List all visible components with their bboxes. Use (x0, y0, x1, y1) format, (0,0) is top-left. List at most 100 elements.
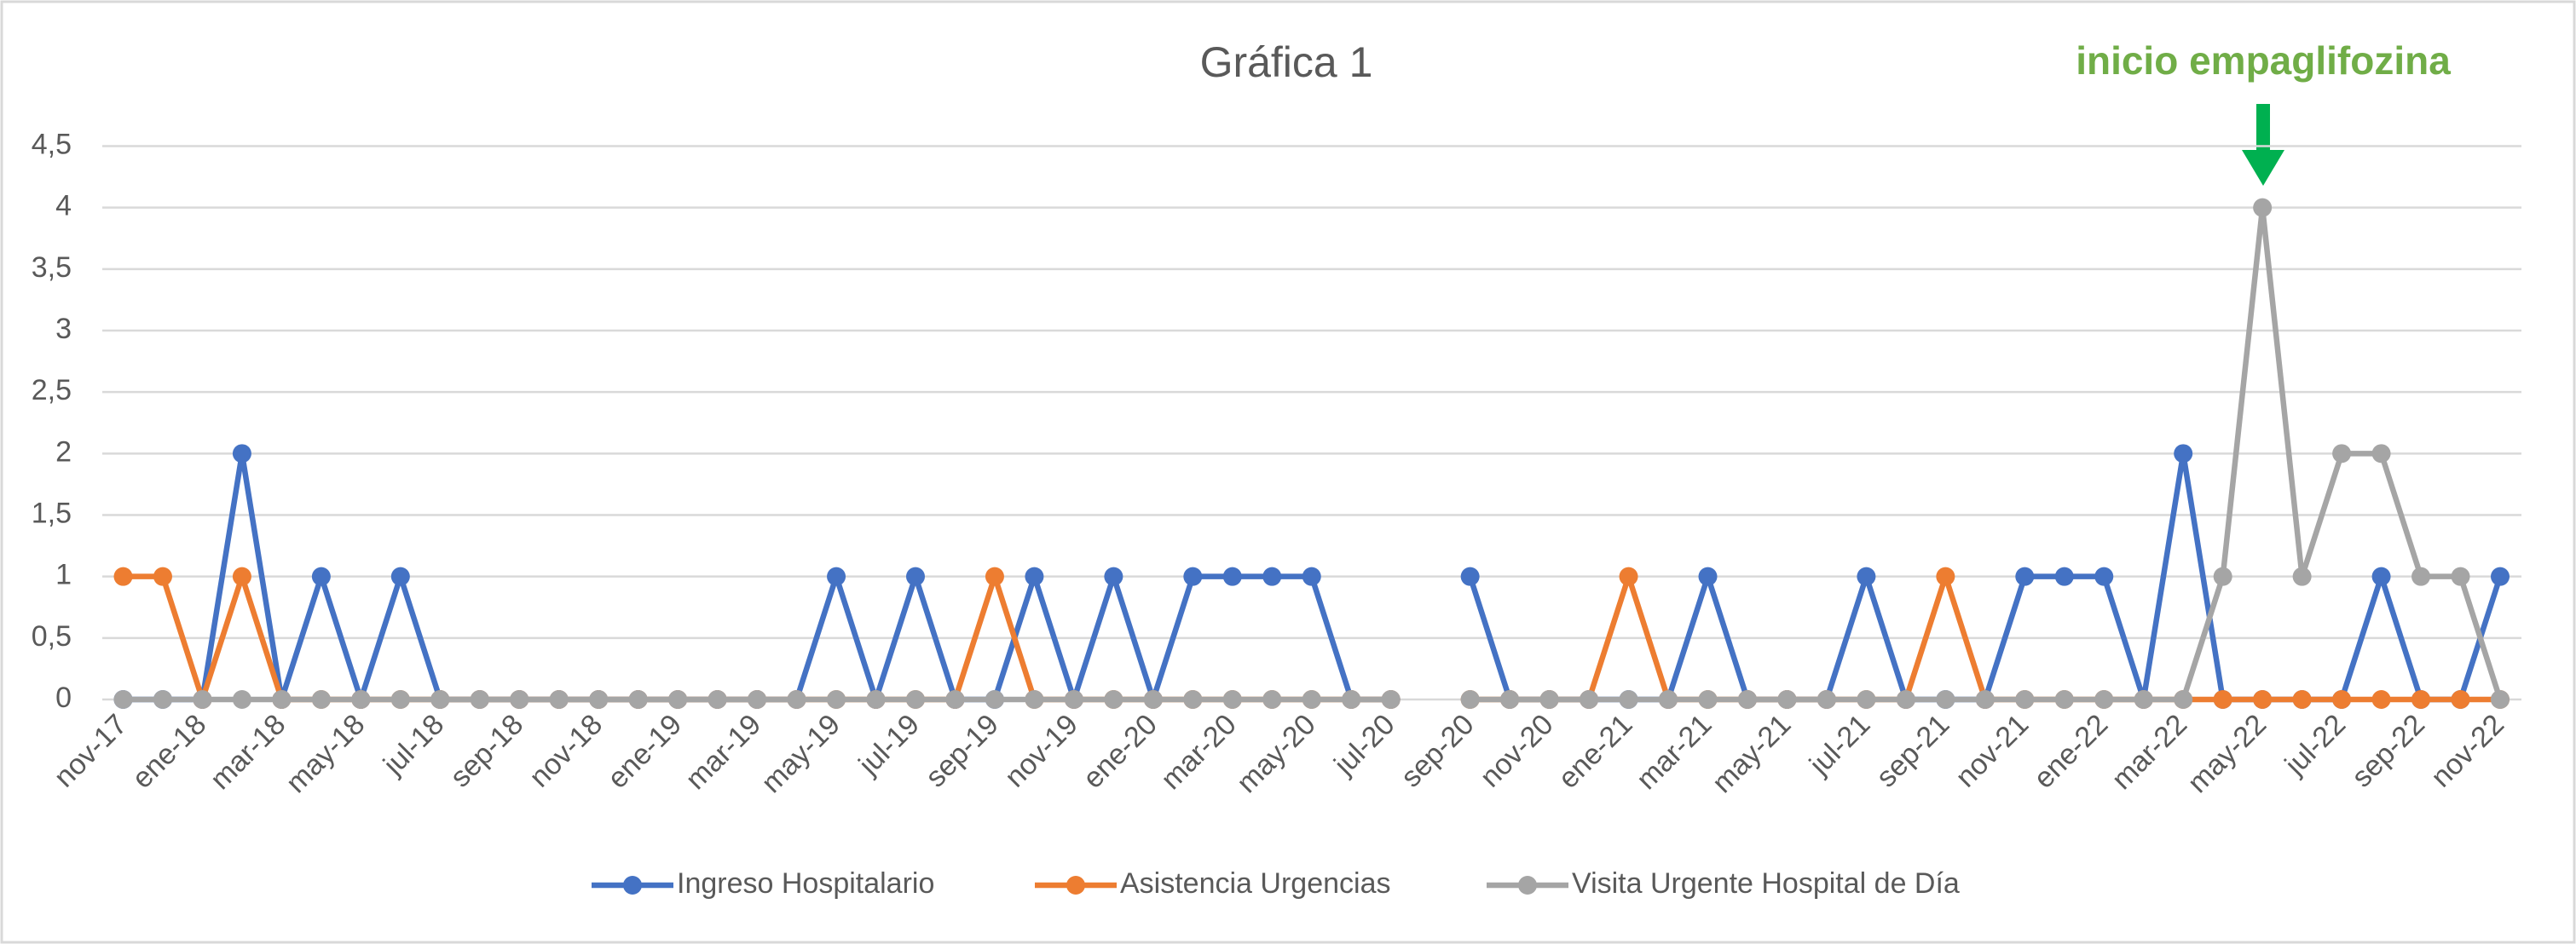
data-point (2054, 567, 2074, 586)
data-point (2094, 567, 2114, 586)
data-point (1104, 567, 1123, 586)
data-point (827, 690, 846, 709)
data-point (1936, 567, 1955, 586)
data-point (2292, 690, 2312, 709)
legend-swatch-marker (1066, 876, 1085, 895)
data-point (232, 690, 251, 709)
data-point (1975, 690, 1995, 709)
data-point (2371, 444, 2391, 463)
data-point (1104, 690, 1123, 709)
data-point (906, 690, 925, 709)
data-point (390, 567, 410, 586)
data-point (1025, 567, 1044, 586)
data-point (351, 690, 371, 709)
arrow-head (2242, 150, 2284, 186)
y-tick-label: 2 (55, 435, 72, 468)
data-point (2174, 444, 2193, 463)
data-point (2371, 690, 2391, 709)
legend-item: Ingreso Hospitalario (592, 867, 934, 900)
data-point (1222, 690, 1242, 709)
data-point (2174, 690, 2193, 709)
data-point (1262, 567, 1282, 586)
data-point (153, 690, 172, 709)
data-point (2451, 567, 2470, 586)
y-tick-label: 0,5 (32, 620, 72, 653)
data-point (1580, 690, 1599, 709)
data-point (2015, 690, 2035, 709)
data-point (1381, 690, 1401, 709)
legend-label: Ingreso Hospitalario (677, 867, 934, 900)
data-point (1816, 690, 1836, 709)
data-point (945, 690, 965, 709)
data-point (1698, 567, 1718, 586)
y-tick-label: 2,5 (32, 374, 72, 406)
data-point (430, 690, 450, 709)
data-point (1460, 690, 1480, 709)
chart-title: Gráfica 1 (1200, 38, 1373, 86)
data-point (2253, 690, 2273, 709)
data-point (1737, 690, 1757, 709)
data-point (2411, 690, 2431, 709)
data-point (113, 690, 133, 709)
data-point (1342, 690, 1361, 709)
data-point (1857, 567, 1876, 586)
data-point (2253, 198, 2273, 217)
y-tick-label: 3 (55, 313, 72, 345)
data-point (985, 567, 1004, 586)
data-point (2292, 567, 2312, 586)
legend-swatch-marker (623, 876, 642, 895)
data-point (1025, 690, 1044, 709)
data-point (1619, 567, 1638, 586)
data-point (2094, 690, 2114, 709)
y-tick-label: 4 (55, 190, 72, 222)
data-point (827, 567, 846, 586)
data-point (2332, 444, 2352, 463)
data-point (1262, 690, 1282, 709)
data-point (589, 690, 609, 709)
y-tick-label: 0 (55, 682, 72, 714)
data-point (748, 690, 767, 709)
data-point (1659, 690, 1678, 709)
data-point (390, 690, 410, 709)
data-point (2491, 567, 2510, 586)
data-point (549, 690, 569, 709)
data-point (2411, 567, 2431, 586)
data-point (1222, 567, 1242, 586)
data-point (2491, 690, 2510, 709)
data-point (1619, 690, 1638, 709)
arrow-shaft (2256, 104, 2270, 152)
data-point (153, 567, 172, 586)
legend-item: Asistencia Urgencias (1035, 867, 1390, 900)
annotation-arrow (2242, 104, 2284, 186)
data-point (2371, 567, 2391, 586)
data-point (1539, 690, 1559, 709)
data-point (1777, 690, 1797, 709)
legend-swatch-marker (1518, 876, 1537, 895)
legend-label: Asistencia Urgencias (1120, 867, 1390, 900)
data-point (113, 567, 133, 586)
y-tick-label: 1 (55, 559, 72, 591)
data-point (2015, 567, 2035, 586)
data-point (2054, 690, 2074, 709)
data-point (272, 690, 292, 709)
data-point (787, 690, 806, 709)
data-point (2134, 690, 2153, 709)
data-point (510, 690, 529, 709)
y-tick-label: 4,5 (32, 128, 72, 160)
data-point (232, 567, 251, 586)
data-point (311, 567, 331, 586)
data-point (232, 444, 251, 463)
data-point (708, 690, 727, 709)
data-point (1896, 690, 1915, 709)
data-point (311, 690, 331, 709)
data-point (1183, 690, 1203, 709)
data-point (985, 690, 1004, 709)
data-point (1183, 567, 1203, 586)
data-point (470, 690, 489, 709)
data-point (1500, 690, 1520, 709)
data-point (1302, 690, 1321, 709)
annotation: inicio empaglifozina (2076, 38, 2451, 83)
data-point (2451, 690, 2470, 709)
